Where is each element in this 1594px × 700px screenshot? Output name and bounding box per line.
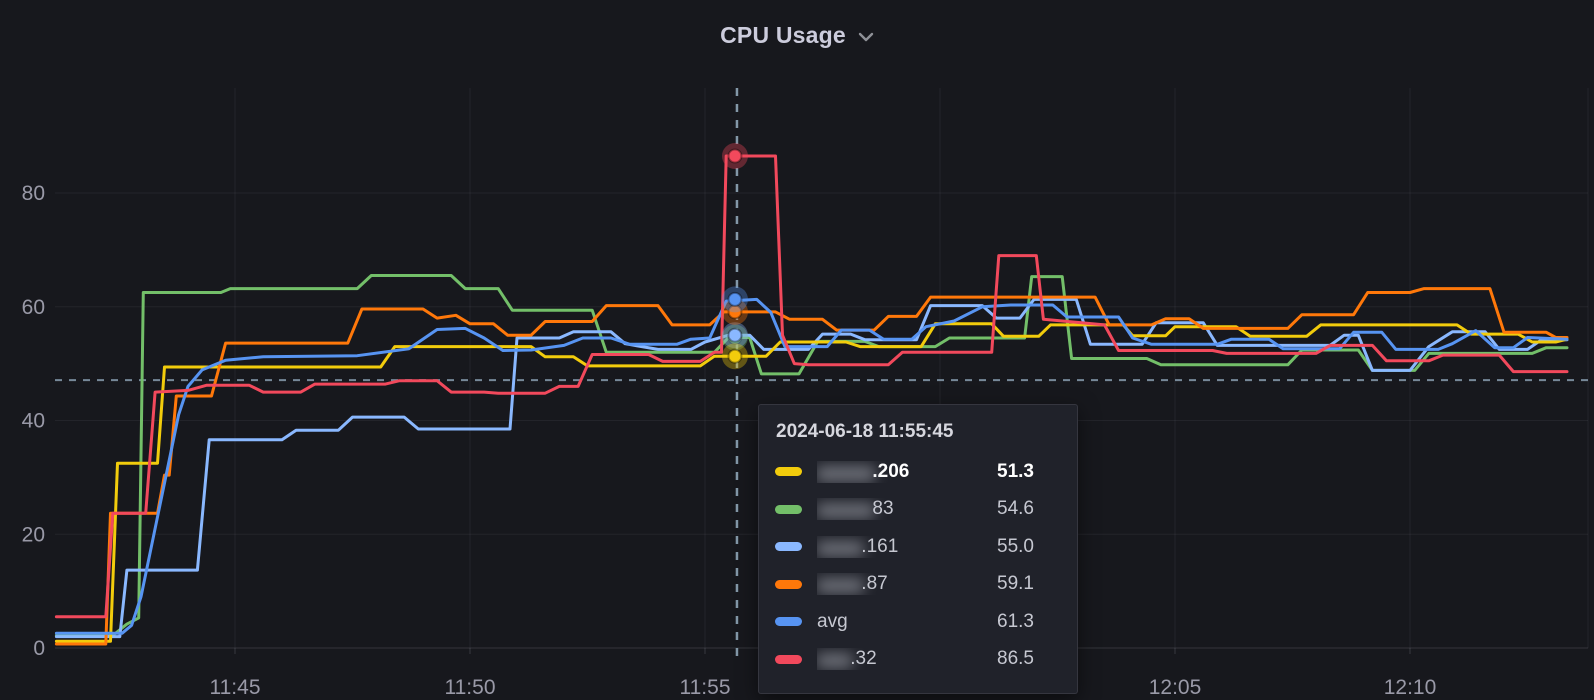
- redacted-series-label: ▆▆▆▆: [817, 574, 863, 594]
- series-color-chip: [775, 579, 802, 589]
- y-axis-label: 0: [33, 637, 45, 660]
- series-label-suffix: .32: [850, 648, 877, 670]
- series-line-avg: [54, 297, 1569, 635]
- series-color-chip: [775, 467, 802, 477]
- series-value: 61.3: [997, 610, 1034, 632]
- x-axis-label: 12:05: [1149, 676, 1202, 699]
- series-label: ▆▆▆ .32: [817, 648, 979, 670]
- x-axis-label: 12:10: [1384, 676, 1437, 699]
- tooltip-row-orange: ▆▆▆▆ .87 59.1: [775, 566, 1059, 604]
- series-label-suffix: 83: [872, 498, 894, 520]
- x-axis-label: 11:45: [210, 676, 261, 699]
- series-label-suffix: .87: [861, 573, 888, 595]
- series-line-orange: [54, 287, 1569, 646]
- series-label: avg: [817, 611, 979, 633]
- x-axis-label: 11:55: [680, 676, 731, 699]
- cursor-dot-light-blue: [727, 327, 743, 343]
- series-color-chip: [775, 654, 802, 664]
- panel-title: CPU Usage: [720, 21, 846, 48]
- series-value: 86.5: [997, 648, 1034, 670]
- series-value: 54.6: [997, 498, 1034, 520]
- series-color-chip: [775, 542, 802, 552]
- tooltip-row-light-blue: ▆▆▆▆ .161 55.0: [775, 528, 1059, 566]
- series-value: 55.0: [997, 535, 1034, 557]
- tooltip-row-yellow: ▆▆▆▆▆ .206 51.3: [775, 453, 1059, 491]
- series-value: 59.1: [997, 573, 1034, 595]
- x-axis-label: 11:50: [445, 676, 496, 699]
- y-axis-label: 80: [22, 182, 45, 205]
- tooltip-row-red: ▆▆▆ .32 86.5: [775, 641, 1059, 679]
- tooltip-row-green: ▆▆▆▆▆ 83 54.6: [775, 491, 1059, 529]
- series-label: ▆▆▆▆ .87: [817, 573, 979, 595]
- series-line-light-blue: [54, 297, 1569, 639]
- series-label-suffix: .161: [861, 535, 899, 557]
- series-label-suffix: .206: [872, 460, 910, 482]
- redacted-series-label: ▆▆▆▆: [817, 536, 863, 556]
- chart-tooltip: 2024-06-18 11:55:45 ▆▆▆▆▆ .206 51.3 ▆▆▆▆▆ 83…: [758, 404, 1078, 694]
- cursor-dot-avg: [727, 291, 743, 307]
- series-label-suffix: avg: [817, 610, 848, 632]
- series-color-chip: [775, 504, 802, 514]
- series-label: ▆▆▆▆ .161: [817, 536, 979, 558]
- series-label: ▆▆▆▆▆ 83: [817, 498, 979, 520]
- panel-title-menu[interactable]: CPU Usage: [720, 22, 874, 49]
- panel-header: CPU Usage: [0, 0, 1594, 70]
- redacted-series-label: ▆▆▆: [817, 649, 852, 669]
- cursor-dot-red: [727, 148, 743, 164]
- tooltip-timestamp: 2024-06-18 11:55:45: [776, 421, 954, 442]
- redacted-series-label: ▆▆▆▆▆: [817, 499, 874, 519]
- y-axis-label: 40: [22, 410, 45, 433]
- series-color-chip: [775, 617, 802, 627]
- series-label: ▆▆▆▆▆ .206: [817, 461, 979, 483]
- tooltip-row-avg: avg 61.3: [775, 603, 1059, 641]
- y-axis-label: 60: [22, 296, 45, 319]
- chevron-down-icon: [858, 32, 874, 42]
- series-line-red: [54, 154, 1569, 619]
- cursor-dot-yellow: [727, 348, 743, 364]
- y-axis-label: 20: [22, 523, 45, 546]
- series-value: 51.3: [997, 460, 1034, 482]
- redacted-series-label: ▆▆▆▆▆: [817, 461, 874, 481]
- tooltip-rows: ▆▆▆▆▆ .206 51.3 ▆▆▆▆▆ 83 54.6 ▆▆▆▆ .161 55.0 ▆▆▆▆…: [775, 453, 1059, 678]
